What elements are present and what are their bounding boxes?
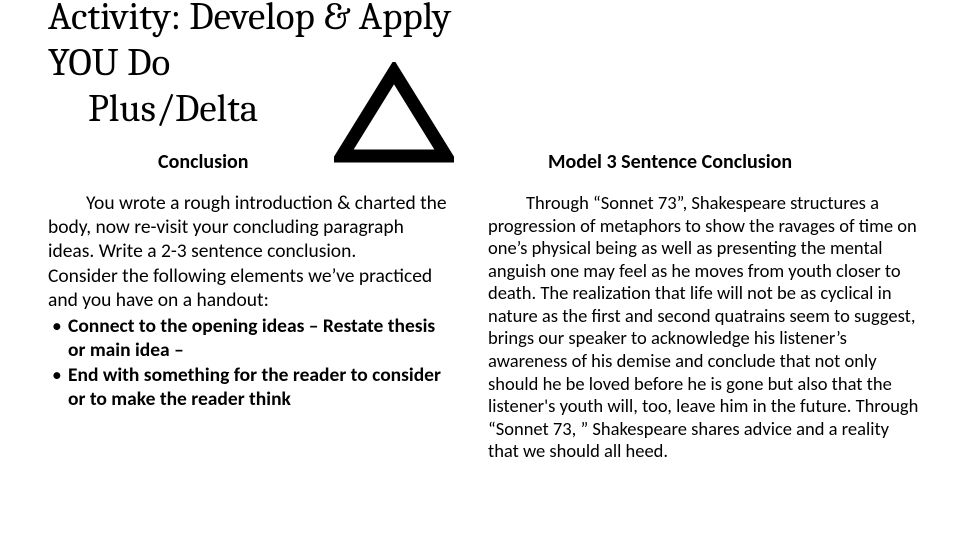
title-line-3: Plus/Delta	[48, 86, 548, 132]
left-para-2: Consider the following elements we’ve pr…	[48, 265, 453, 313]
right-column: Through “Sonnet 73”, Shakespeare structu…	[488, 192, 920, 463]
right-body: Through “Sonnet 73”, Shakespeare structu…	[488, 192, 920, 463]
slide-title: Activity: Develop & Apply YOU Do Plus/De…	[48, 0, 548, 132]
title-line-1: Activity: Develop & Apply	[48, 0, 548, 40]
right-heading: Model 3 Sentence Conclusion	[548, 150, 792, 174]
title-line-2: YOU Do	[48, 40, 548, 86]
slide: Activity: Develop & Apply YOU Do Plus/De…	[0, 0, 960, 540]
bullet-item: Connect to the opening ideas – Restate t…	[68, 315, 453, 363]
left-column: You wrote a rough introduction & charted…	[48, 192, 453, 414]
left-bullets: Connect to the opening ideas – Restate t…	[48, 315, 453, 412]
delta-triangle-icon	[334, 62, 454, 169]
left-para-1: You wrote a rough introduction & charted…	[48, 192, 453, 263]
bullet-item: End with something for the reader to con…	[68, 364, 453, 412]
left-heading: Conclusion	[158, 150, 248, 174]
